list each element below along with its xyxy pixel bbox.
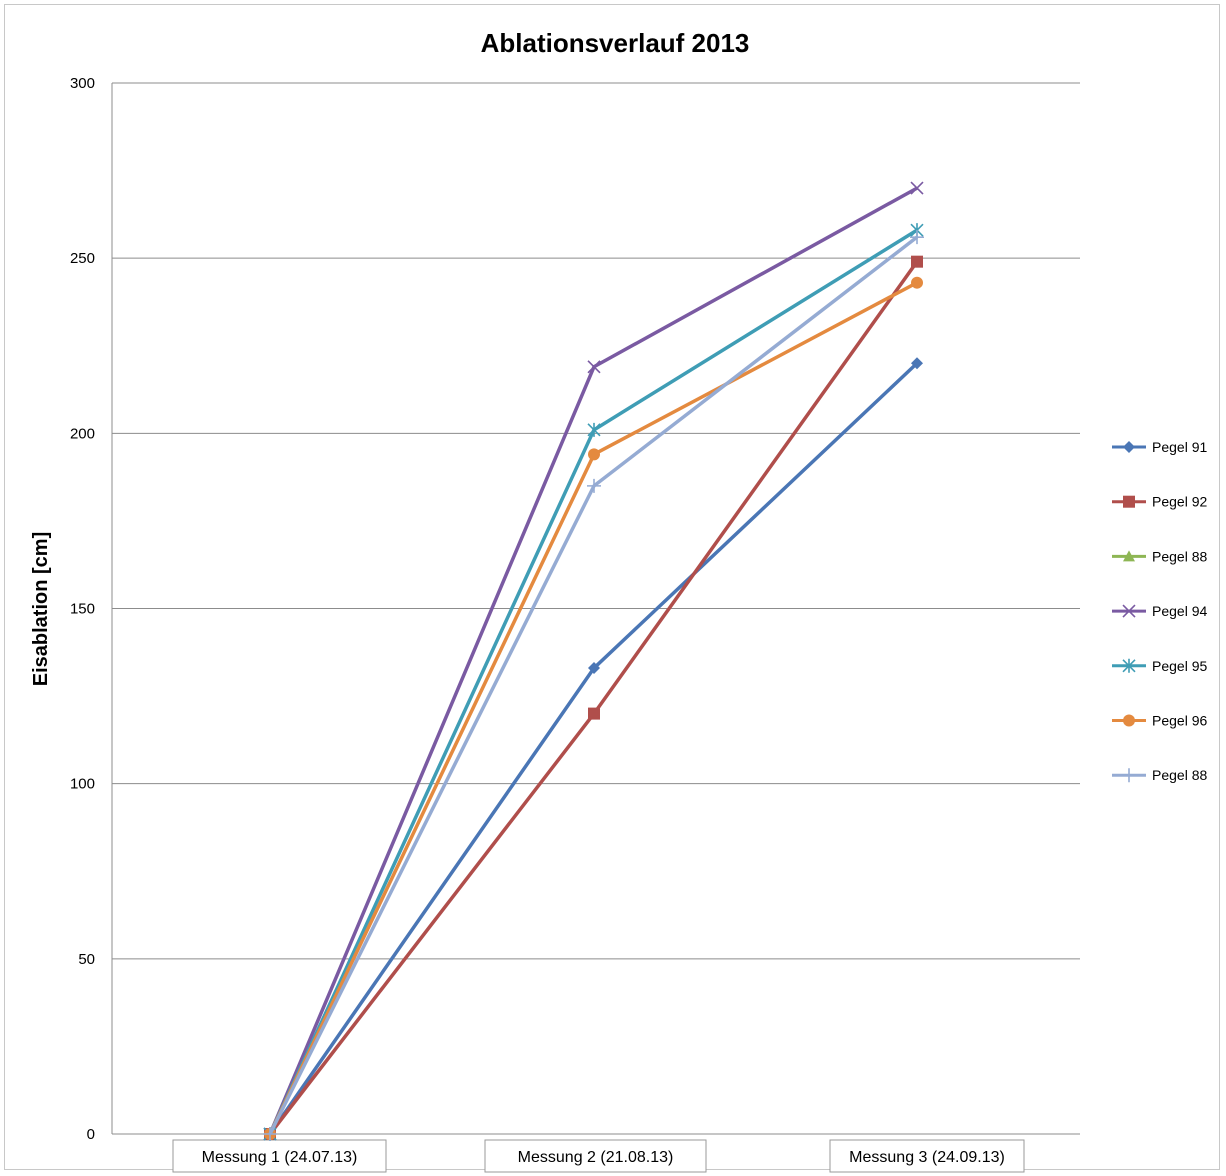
legend-label: Pegel 88 xyxy=(1152,767,1207,783)
data-point xyxy=(911,276,923,289)
y-tick-label: 100 xyxy=(70,776,95,793)
y-axis-label: Eisablation [cm] xyxy=(30,532,52,686)
y-tick-label: 150 xyxy=(70,601,95,618)
x-tick-label: Messung 2 (21.08.13) xyxy=(518,1149,674,1166)
legend-marker xyxy=(1123,441,1135,453)
data-point xyxy=(911,255,923,268)
data-point xyxy=(587,422,601,437)
data-point xyxy=(588,662,600,675)
legend-marker xyxy=(1123,495,1135,508)
x-tick-box xyxy=(829,1139,1025,1173)
legend-label: Pegel 96 xyxy=(1152,713,1207,729)
legend-marker xyxy=(1123,550,1135,562)
y-tick-label: 50 xyxy=(78,951,95,968)
data-point xyxy=(911,357,923,370)
legend-label: Pegel 91 xyxy=(1152,439,1207,455)
legend: Pegel 91 Pegel 92 Pegel 88 Pegel 94 Pegel 95… xyxy=(1112,439,1207,783)
y-tick-label: 250 xyxy=(70,250,95,267)
series-lines xyxy=(263,181,924,1141)
y-tick-label: 0 xyxy=(87,1126,95,1143)
chart-title: Ablationsverlauf 2013 xyxy=(481,28,750,58)
series-line xyxy=(268,361,919,1135)
legend-marker xyxy=(1122,768,1136,783)
y-tick-labels: 0 50 100 150 200 250 300 xyxy=(70,75,95,1143)
x-tick-label: Messung 1 (24.07.13) xyxy=(202,1149,358,1166)
x-tick-box xyxy=(172,1139,387,1173)
legend-marker xyxy=(1123,714,1135,727)
series-line xyxy=(268,260,919,1136)
legend-marker xyxy=(1122,604,1136,618)
y-tick-label: 200 xyxy=(70,425,95,442)
data-point xyxy=(263,1127,277,1141)
data-point xyxy=(910,230,924,245)
data-point xyxy=(910,181,924,195)
y-tick-label: 300 xyxy=(70,75,95,92)
legend-marker xyxy=(1122,658,1136,673)
legend-label: Pegel 95 xyxy=(1152,658,1207,674)
x-tick-labels: Messung 1 (24.07.13) Messung 2 (21.08.13)… xyxy=(172,1139,1025,1173)
legend-label: Pegel 94 xyxy=(1152,603,1207,619)
data-point xyxy=(588,448,600,461)
x-tick-label: Messung 3 (24.09.13) xyxy=(849,1149,1005,1166)
legend-label: Pegel 88 xyxy=(1152,548,1207,564)
data-point xyxy=(588,707,600,720)
grid-lines xyxy=(112,82,1080,960)
legend-label: Pegel 92 xyxy=(1152,494,1207,510)
data-point xyxy=(587,478,601,493)
data-point xyxy=(587,360,601,374)
x-tick-box xyxy=(484,1139,707,1173)
